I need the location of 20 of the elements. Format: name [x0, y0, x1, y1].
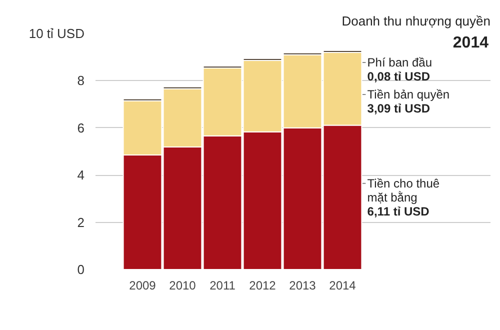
- x-tick-label: 2011: [210, 278, 236, 292]
- series-label: Phí ban đầu: [367, 56, 432, 70]
- y-tick-label: 0: [77, 262, 85, 277]
- x-tick-label: 2010: [169, 278, 196, 292]
- x-tick-label: 2014: [329, 278, 356, 292]
- text: 3,09 tỉ USD: [367, 102, 430, 116]
- x-tick-label: 2009: [129, 278, 156, 292]
- x-tick-label: 2013: [289, 278, 316, 292]
- series-label: Tiền cho thuê mặt bằng: [367, 176, 440, 204]
- y-tick-label: 8: [77, 73, 85, 88]
- y-tick-label: 4: [77, 168, 85, 183]
- y-tick-label: 6: [77, 120, 85, 136]
- x-tick-label: 2012: [249, 278, 276, 292]
- series-label: Tiền bản quyền: [367, 88, 450, 102]
- text: 0,08 tỉ USD: [367, 70, 430, 84]
- text: 6,11 tỉ USD: [367, 204, 430, 218]
- text: Doanh thu nhượng quyền: [342, 14, 491, 28]
- text: 2014: [452, 34, 489, 52]
- y-tick-label: 10 tỉ USD: [28, 26, 85, 41]
- y-tick-label: 2: [77, 214, 85, 230]
